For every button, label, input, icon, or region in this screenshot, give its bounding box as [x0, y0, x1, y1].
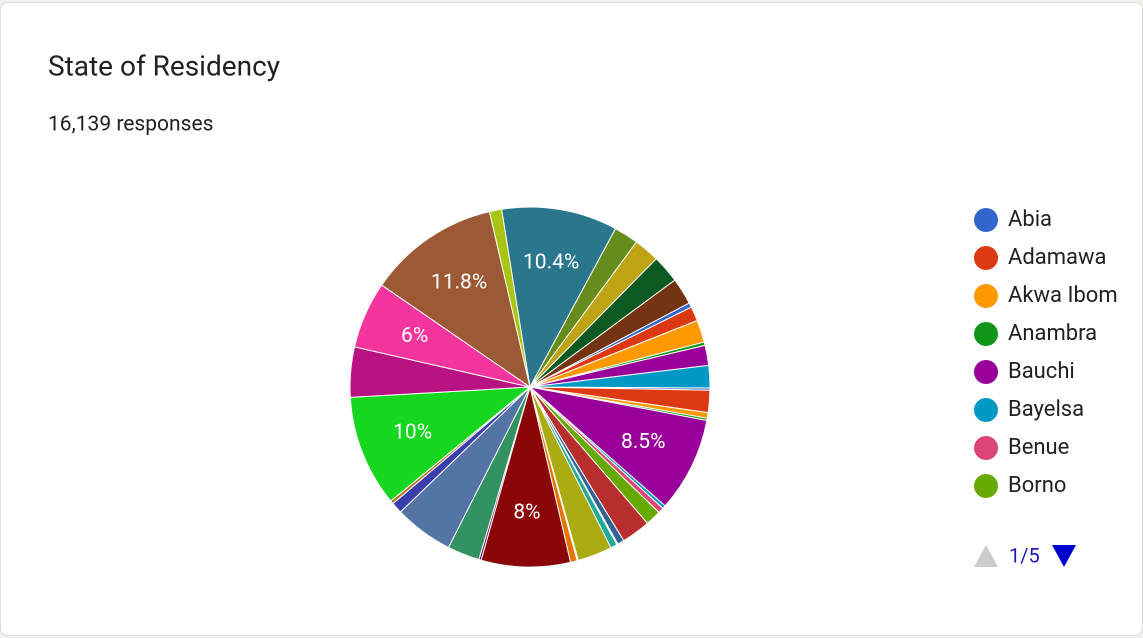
legend-swatch [974, 284, 998, 308]
pie-slice [480, 386, 572, 568]
legend-swatch [974, 246, 998, 270]
legend-swatch [974, 208, 998, 232]
legend-label: Benue [1008, 435, 1069, 460]
legend-swatch [974, 360, 998, 384]
data-label: 10.4% [523, 250, 579, 274]
chart-subtitle: 16,139 responses [48, 113, 213, 137]
legend-swatch [974, 398, 998, 422]
data-label: 6% [401, 324, 428, 348]
chart-title: State of Residency [48, 49, 280, 82]
legend-label: Anambra [1008, 321, 1097, 346]
pie-slice [380, 211, 531, 389]
legend-label: Bayelsa [1008, 397, 1084, 422]
legend-label: Adamawa [1008, 245, 1106, 270]
legend-swatch [974, 322, 998, 346]
legend-label: Bauchi [1008, 359, 1075, 384]
legend-swatch [974, 474, 998, 498]
pie-slice [501, 206, 617, 389]
legend-page: 1/5 [1009, 543, 1040, 567]
legend-swatch [974, 436, 998, 460]
pie-slice [529, 364, 711, 389]
legend-label: Akwa Ibom [1008, 283, 1118, 308]
legend-label: Borno [1008, 473, 1066, 498]
legend-label: Abia [1008, 207, 1052, 232]
data-label: 8.5% [621, 430, 666, 454]
pie-slice [528, 386, 708, 507]
legend-prev[interactable] [974, 545, 998, 567]
pie-slice [349, 386, 532, 502]
data-label: 10% [393, 420, 432, 444]
legend-next[interactable] [1052, 545, 1076, 567]
data-label: 8% [513, 501, 540, 525]
data-label: 11.8% [431, 270, 487, 294]
